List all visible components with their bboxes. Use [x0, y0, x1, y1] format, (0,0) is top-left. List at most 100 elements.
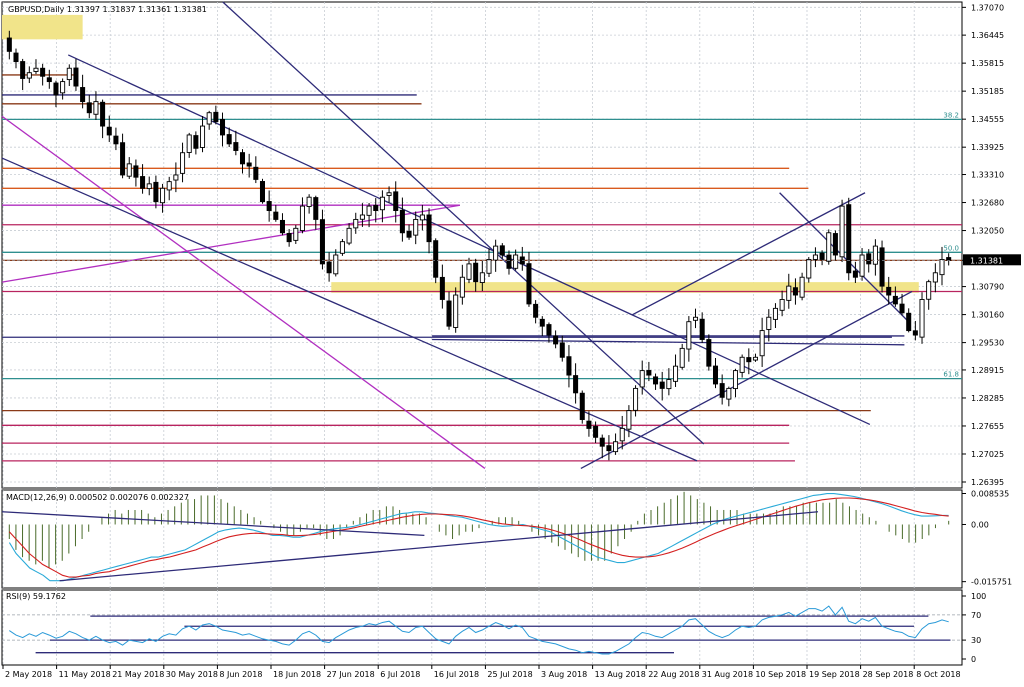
bear-candle — [819, 252, 825, 260]
macd-trend-line — [1, 511, 425, 537]
bull-candle — [673, 365, 679, 382]
rsi-tick-label: 30 — [971, 636, 981, 645]
macd-tick-label: -0.015751 — [971, 578, 1012, 587]
trend-line — [580, 290, 913, 470]
bull-candle — [346, 227, 352, 244]
macd-tick-label: 0.00 — [971, 520, 989, 529]
bear-candle — [653, 376, 659, 385]
bull-candle — [180, 152, 186, 174]
bull-candle — [639, 370, 645, 388]
current-price-tag — [963, 254, 1021, 266]
macd-indicator — [1, 491, 950, 582]
bull-candle — [26, 72, 32, 79]
bear-candle — [712, 365, 719, 385]
bull-candle — [812, 254, 818, 260]
date-tick-label: 27 Jun 2018 — [327, 670, 375, 679]
macd-main-line — [8, 493, 949, 582]
bull-candle — [453, 294, 459, 328]
bear-candle — [106, 126, 112, 136]
bear-candle — [866, 253, 872, 265]
bull-candle — [939, 259, 945, 276]
bear-candle — [539, 318, 545, 327]
bull-candle — [413, 218, 419, 236]
bull-candle — [339, 241, 345, 254]
bull-candle — [166, 181, 172, 191]
bear-candle — [406, 230, 412, 238]
bear-candle — [20, 61, 26, 79]
bull-candle — [93, 101, 99, 115]
price-tick-label: 1.37070 — [971, 3, 1004, 12]
date-tick-label: 19 Sep 2018 — [809, 670, 860, 679]
bull-candle — [173, 174, 179, 181]
bull-candle — [66, 67, 72, 81]
bear-candle — [573, 375, 579, 394]
bear-candle — [426, 214, 432, 243]
bear-candle — [6, 37, 12, 52]
fib-level-label: 50.0 — [943, 244, 959, 252]
bull-candle — [626, 410, 632, 430]
bull-candle — [486, 259, 492, 274]
bull-candle — [752, 356, 758, 361]
date-tick-label: 16 Jul 2018 — [434, 670, 479, 679]
bull-candle — [293, 227, 299, 241]
bear-candle — [566, 356, 572, 376]
bull-candle — [726, 387, 732, 400]
axis-labels: 1.37070 1.36445 1.35815 1.35185 1.34555 1.339… — [2, 3, 1012, 679]
bull-candle — [513, 254, 519, 269]
bear-candle — [53, 82, 59, 96]
bull-candle — [493, 245, 499, 261]
bull-candle — [33, 67, 39, 72]
macd-trend-line — [59, 511, 819, 582]
bear-candle — [593, 425, 599, 438]
date-tick-label: 11 May 2018 — [59, 670, 111, 679]
bear-candle — [253, 166, 259, 180]
bear-candle — [40, 67, 46, 77]
date-tick-label: 10 Sep 2018 — [755, 670, 806, 679]
bear-candle — [319, 219, 325, 265]
bull-candle — [60, 81, 66, 94]
bull-candle — [633, 387, 639, 411]
bear-candle — [879, 247, 885, 287]
bull-candle — [839, 205, 845, 258]
bear-candle — [846, 204, 852, 274]
price-tick-label: 1.34555 — [971, 115, 1004, 124]
bull-candle — [872, 245, 878, 265]
bear-candle — [832, 233, 838, 256]
price-tick-label: 1.28285 — [971, 394, 1004, 403]
bear-candle — [719, 383, 725, 398]
macd-signal-line — [8, 497, 949, 578]
current-price-label: 1.31381 — [970, 256, 1003, 265]
price-tick-label: 1.35815 — [971, 59, 1004, 68]
macd-title: MACD(12,26,9) 0.000502 0.002076 0.002327 — [6, 493, 189, 502]
rsi-tick-label: 0 — [971, 655, 976, 664]
bull-candle — [859, 254, 865, 277]
bear-candle — [746, 357, 752, 363]
bear-candle — [506, 254, 512, 269]
price-tick-label: 1.35185 — [971, 87, 1004, 96]
trend-line — [67, 54, 871, 426]
bear-candle — [133, 165, 139, 178]
shaded-zones — [2, 14, 919, 293]
date-tick-label: 13 Aug 2018 — [595, 670, 646, 679]
bull-candle — [479, 272, 485, 283]
bull-candle — [692, 316, 699, 321]
bear-candle — [579, 392, 585, 420]
symbol-title: GBPUSD,Daily 1.31397 1.31837 1.31361 1.3… — [8, 5, 207, 14]
bear-candle — [273, 211, 279, 220]
bull-candle — [333, 254, 339, 275]
price-tick-label: 1.36445 — [971, 31, 1004, 40]
support-resistance-zone — [2, 14, 83, 40]
date-tick-label: 30 May 2018 — [166, 670, 218, 679]
fib-level-label: 38.2 — [943, 111, 959, 119]
bull-candle — [932, 272, 938, 283]
bear-candle — [646, 370, 652, 376]
bear-candle — [706, 339, 712, 367]
price-tick-label: 1.27025 — [971, 450, 1004, 459]
bull-candle — [306, 196, 312, 207]
date-tick-label: 25 Jul 2018 — [487, 670, 532, 679]
bear-candle — [113, 135, 119, 145]
bull-candle — [379, 196, 385, 211]
bear-candle — [892, 295, 898, 305]
price-tick-label: 1.28915 — [971, 366, 1004, 375]
